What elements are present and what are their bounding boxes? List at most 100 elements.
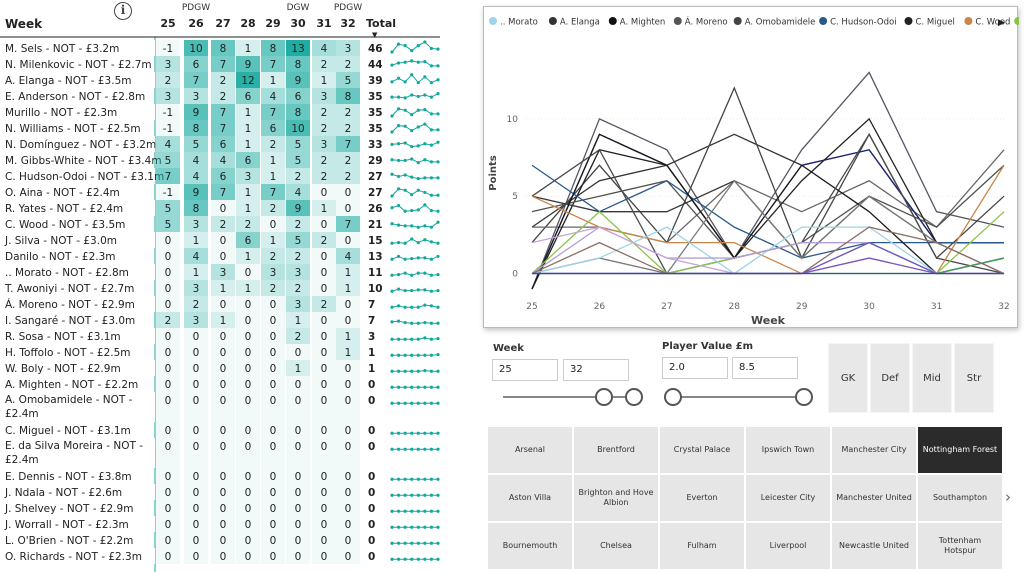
week-slider-max-handle[interactable] (625, 388, 643, 406)
team-button-leicester-city[interactable]: Leicester City (746, 475, 830, 521)
week-col-31[interactable]: 31 (316, 17, 332, 30)
series-line[interactable] (531, 133, 1004, 290)
team-button-southampton[interactable]: Southampton (918, 475, 1002, 521)
team-button-brighton-and-hove-albion[interactable]: Brighton and Hove Albion (574, 475, 658, 521)
week-col-28[interactable]: 28 (240, 17, 256, 30)
info-icon[interactable]: i (114, 2, 132, 20)
team-button-bournemouth[interactable]: Bournemouth (488, 523, 572, 569)
team-button-manchester-united[interactable]: Manchester United (832, 475, 916, 521)
table-row[interactable]: A. Omobamidele - NOT - £2.4m 0 0 0 0 0 0 0 0 0 (0, 392, 440, 422)
week-col-26[interactable]: 26 (188, 17, 204, 30)
legend-item[interactable]: A. Omobamidele (733, 17, 816, 28)
value-slider-max-handle[interactable] (795, 388, 813, 406)
value-slider-min-handle[interactable] (664, 388, 682, 406)
legend-item[interactable]: C. Hudson-Odoi (819, 17, 897, 28)
week-slider-min-handle[interactable] (595, 388, 613, 406)
total-cell: 0 (368, 395, 375, 407)
team-button-chelsea[interactable]: Chelsea (574, 523, 658, 569)
value-max-input[interactable]: 8.5 (732, 357, 798, 379)
table-row[interactable]: A. Mighten - NOT - £2.2m 0 0 0 0 0 0 0 0 0 (5, 376, 440, 392)
legend-item[interactable]: A. Elanga (548, 17, 600, 28)
table-row[interactable]: J. Ndala - NOT - £2.6m 0 0 0 0 0 0 0 0 0 (0, 484, 440, 500)
sparkline-point (410, 237, 414, 241)
week-header[interactable]: Week (5, 17, 43, 31)
table-row[interactable]: J. Worrall - NOT - £2.3m 0 0 0 0 0 0 0 0 0 (0, 516, 440, 532)
legend-item[interactable]: Danilo (1014, 17, 1019, 28)
table-row[interactable]: T. Awoniyi - NOT - £2.7m 0 3 1 1 2 2 0 1 10 (4, 280, 440, 296)
team-button-newcastle-united[interactable]: Newcastle United (832, 523, 916, 569)
table-row[interactable]: N. Williams - NOT - £2.5m -1 8 7 1 6 10 2 2 35 (5, 120, 440, 136)
chevron-right-icon[interactable]: › (1005, 488, 1011, 506)
table-row[interactable]: N. Milenkovic - NOT - £2.7m 3 6 7 9 7 8 2 2 44 (5, 56, 440, 72)
table-row[interactable]: R. Yates - NOT - £2.4m 5 8 0 1 2 9 1 0 26 (0, 200, 440, 216)
series-line[interactable] (531, 86, 1005, 260)
table-row[interactable]: A. Elanga - NOT - £3.5m 2 7 2 12 1 9 1 5 39 (0, 72, 440, 88)
team-button-tottenham-hotspur[interactable]: Tottenham Hotspur (918, 523, 1002, 569)
team-button-arsenal[interactable]: Arsenal (488, 427, 572, 473)
player-name: M. Gibbs-White - NOT - £3.4m (5, 155, 162, 167)
legend-item[interactable]: C. Wood (964, 17, 1010, 28)
week-col-29[interactable]: 29 (265, 17, 281, 30)
table-row[interactable]: R. Sosa - NOT - £3.1m 0 0 0 0 0 2 0 1 3 (0, 328, 440, 344)
table-row[interactable]: C. Miguel - NOT - £3.1m 0 0 0 0 0 0 0 0 0 (5, 422, 440, 438)
series-line[interactable] (531, 164, 1004, 259)
table-row[interactable]: C. Hudson-Odoi - NOT - £3.1m 7 4 6 3 1 2 2 2 27 (0, 168, 440, 184)
position-button-def[interactable]: Def (870, 343, 910, 413)
team-button-crystal-palace[interactable]: Crystal Palace (660, 427, 744, 473)
week-col-30[interactable]: 30 (290, 17, 306, 30)
series-line[interactable] (531, 226, 1005, 275)
table-row[interactable]: Á. Moreno - NOT - £2.9m 0 2 0 0 0 3 2 0 7 (0, 296, 440, 312)
legend-item[interactable]: A. Mighten (608, 17, 666, 28)
points-cell-bg (286, 548, 310, 564)
value-min-input[interactable]: 2.0 (662, 357, 728, 379)
table-row[interactable]: Murillo - NOT - £2.3m -1 9 7 1 7 8 2 2 35 (0, 104, 440, 120)
team-button-ipswich-town[interactable]: Ipswich Town (746, 427, 830, 473)
points-cell-bg (184, 168, 208, 184)
points-cell-bg (336, 360, 360, 376)
table-row[interactable]: E. Dennis - NOT - £3.8m 0 0 0 0 0 0 0 0 0 (5, 468, 440, 484)
points-cell: 0 (245, 379, 252, 391)
team-button-aston-villa[interactable]: Aston Villa (488, 475, 572, 521)
table-row[interactable]: O. Aina - NOT - £2.4m -1 9 7 1 7 4 0 0 27 (5, 184, 440, 200)
table-row[interactable]: E. da Silva Moreira - NOT - £2.4m 0 0 0 0 0 0 0 0… (0, 438, 440, 468)
position-button-str[interactable]: Str (954, 343, 994, 413)
table-row[interactable]: L. O'Brien - NOT - £2.2m 0 0 0 0 0 0 0 0 0 (5, 532, 440, 548)
table-row[interactable]: N. Domínguez - NOT - £3.2m 4 5 6 1 2 5 3 7 33 (0, 136, 440, 152)
week-max-input[interactable]: 32 (563, 359, 629, 381)
table-row[interactable]: M. Sels - NOT - £3.2m -1 10 8 1 8 13 4 3 46 (0, 40, 440, 56)
team-button-manchester-city[interactable]: Manchester City (832, 427, 916, 473)
series-line[interactable] (531, 179, 1005, 275)
total-header[interactable]: Total (366, 17, 397, 30)
table-row[interactable]: W. Boly - NOT - £2.9m 0 0 0 0 0 1 0 0 1 (0, 360, 440, 376)
table-row[interactable]: .. Morato - NOT - £2.8m 0 1 3 0 3 3 0 1 11 (0, 264, 440, 280)
week-min-input[interactable]: 25 (492, 359, 558, 381)
position-button-mid[interactable]: Mid (912, 343, 952, 413)
team-button-nottingham-forest[interactable]: Nottingham Forest (918, 427, 1002, 473)
legend-item[interactable]: C. Miguel (904, 17, 955, 28)
week-col-25[interactable]: 25 (160, 17, 176, 30)
week-col-32[interactable]: 32 (340, 17, 356, 30)
table-row[interactable]: J. Silva - NOT - £3.0m 0 1 0 6 1 5 2 0 15 (0, 232, 440, 248)
legend-item[interactable]: Á. Moreno (673, 16, 728, 28)
table-row[interactable]: C. Wood - NOT - £3.5m 5 3 2 2 0 2 0 7 21 (5, 216, 440, 232)
table-row[interactable]: Danilo - NOT - £2.3m 0 4 0 1 2 2 0 4 13 (5, 248, 440, 264)
legend-item[interactable]: .. Morato (489, 17, 538, 28)
table-row[interactable]: M. Gibbs-White - NOT - £3.4m 5 4 4 6 1 5 2 2 29 (5, 152, 440, 168)
team-button-fulham[interactable]: Fulham (660, 523, 744, 569)
table-row[interactable]: J. Shelvey - NOT - £2.9m 0 0 0 0 0 0 0 0 0 (4, 500, 440, 516)
team-button-brentford[interactable]: Brentford (574, 427, 658, 473)
table-row[interactable]: I. Sangaré - NOT - £3.0m 2 3 1 0 0 1 0 0 7 (5, 312, 440, 328)
series-line[interactable] (531, 71, 1005, 290)
position-button-gk[interactable]: GK (828, 343, 868, 413)
sparkline-point (390, 172, 394, 176)
legend-next-icon[interactable]: ▶ (998, 18, 1005, 28)
table-row[interactable]: E. Anderson - NOT - £2.8m 3 3 2 6 4 6 3 8 35 (5, 88, 440, 104)
table-row[interactable]: O. Richards - NOT - £2.3m 0 0 0 0 0 0 0 0 0 (0, 548, 440, 564)
value-slider-track[interactable] (672, 396, 807, 398)
table-row[interactable]: H. Toffolo - NOT - £2.5m 0 0 0 0 0 0 0 1 1 (5, 344, 440, 360)
week-slider-track[interactable] (503, 396, 633, 398)
week-col-27[interactable]: 27 (215, 17, 231, 30)
team-button-everton[interactable]: Everton (660, 475, 744, 521)
points-cell-bg (312, 516, 336, 532)
team-button-liverpool[interactable]: Liverpool (746, 523, 830, 569)
